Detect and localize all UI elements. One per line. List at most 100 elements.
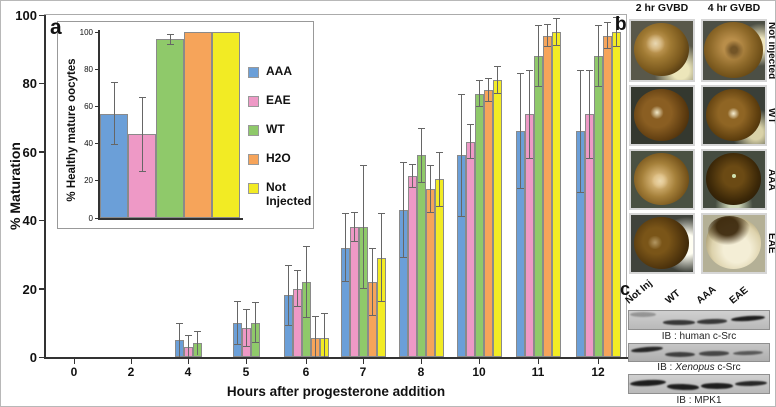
error-bar-cap <box>534 25 542 27</box>
error-bar <box>588 69 590 159</box>
germinal-vesicle-spot <box>649 106 665 119</box>
bar-eae-h10 <box>465 141 475 357</box>
blot-band <box>665 352 695 357</box>
x-tick-label: 11 <box>531 365 545 379</box>
x-tick-label: 5 <box>242 365 250 379</box>
inset-y-tick-label: 100 <box>79 27 93 37</box>
y-axis <box>44 15 46 359</box>
error-bar-cap <box>359 287 367 289</box>
error-bar <box>579 69 581 193</box>
oocyte-photo-not-injected-4hr <box>701 19 767 82</box>
error-bar-cap <box>603 21 611 23</box>
error-bar-cap <box>435 151 443 153</box>
error-bar <box>169 33 171 46</box>
plot-frame-right <box>626 14 627 359</box>
error-bar <box>478 79 480 108</box>
error-bar-cap <box>426 165 434 167</box>
y-tick-label: 100 <box>15 8 37 23</box>
germinal-vesicle-spot <box>644 33 666 53</box>
inset-y-tick <box>95 180 99 182</box>
legend-swatch-eae <box>248 96 259 107</box>
error-bar-cap <box>251 342 259 344</box>
bar-h2o-h10 <box>483 90 493 357</box>
inset-x-axis <box>98 218 243 220</box>
y-tick <box>39 14 44 16</box>
error-bar-cap <box>110 82 118 84</box>
x-tick <box>245 359 247 364</box>
y-tick-label: 40 <box>22 213 37 229</box>
column-header-4hr-gvbd: 4 hr GVBD <box>707 2 761 14</box>
x-tick-label: 4 <box>184 365 192 379</box>
error-bar-cap <box>311 315 319 317</box>
error-bar-cap <box>359 165 367 167</box>
error-bar-cap <box>233 300 241 302</box>
bar-h2o-h8 <box>425 189 435 357</box>
legend-swatch-wt <box>248 125 259 136</box>
error-bar-cap <box>525 157 533 159</box>
error-bar <box>254 302 256 344</box>
error-bar <box>469 124 471 159</box>
blot-mpk1 <box>628 374 770 394</box>
legend-label: H2O <box>266 151 291 165</box>
error-bar-cap <box>110 144 118 146</box>
error-bar-cap <box>594 85 602 87</box>
bar-not-injected-h10 <box>492 79 502 357</box>
error-bar-cap <box>484 101 492 103</box>
bar-wt-h12 <box>593 56 603 357</box>
legend-item: WT <box>248 122 318 136</box>
error-bar-cap <box>341 280 349 282</box>
legend-item: H2O <box>248 151 318 165</box>
error-bar <box>353 211 355 243</box>
bar-not-injected-h11 <box>551 32 561 357</box>
oocyte-photo-not-injected-2hr <box>629 19 695 82</box>
blot-human-c-src <box>628 310 770 330</box>
error-bar-cap <box>166 33 174 35</box>
error-bar-cap <box>350 211 358 213</box>
error-bar-cap <box>576 191 584 193</box>
x-tick-label: 8 <box>417 365 425 379</box>
inset-chart: % Healthy mature oocytes 0 20 40 60 80 100 AA… <box>57 21 314 229</box>
error-bar-cap <box>594 25 602 27</box>
error-bar-cap <box>475 106 483 108</box>
inset-y-tick <box>95 105 99 107</box>
blot-caption: IB : Xenopus c-Src <box>628 362 770 373</box>
y-tick <box>39 356 44 358</box>
blot-band <box>732 349 764 356</box>
error-bar <box>537 25 539 87</box>
error-bar-cap <box>417 127 425 129</box>
y-tick-label: 20 <box>22 281 37 297</box>
error-bar-cap <box>408 186 416 188</box>
error-bar <box>178 322 180 357</box>
error-bar <box>362 165 364 289</box>
error-bar-cap <box>302 245 310 247</box>
blot-band <box>663 320 695 325</box>
legend-item: AAA <box>248 64 318 78</box>
error-bar-cap <box>484 78 492 80</box>
blot-band <box>630 345 664 353</box>
error-bar-cap <box>612 16 620 18</box>
error-bar <box>305 245 307 318</box>
inset-y-tick-label: 40 <box>84 139 93 149</box>
germinal-vesicle-spot <box>732 173 737 178</box>
error-bar <box>555 18 557 46</box>
legend-label: WT <box>266 122 285 136</box>
inset-bar-wt <box>156 39 184 218</box>
error-bar-cap <box>320 312 328 314</box>
blot-band <box>734 380 768 387</box>
x-tick <box>478 359 480 364</box>
blot-caption-species: Xenopus <box>675 362 715 373</box>
oocyte-photo-aaa-4hr <box>701 149 767 210</box>
error-bar-cap <box>466 157 474 159</box>
error-bar-cap <box>552 44 560 46</box>
bar-not-injected-h12 <box>611 32 621 357</box>
error-bar-cap <box>552 18 560 20</box>
blot-xenopus-c-src <box>628 343 770 362</box>
error-bar-cap <box>543 23 551 25</box>
row-label-aaa: AAA <box>766 168 776 191</box>
blot-band <box>629 379 667 387</box>
x-tick <box>597 359 599 364</box>
y-tick-label: 80 <box>22 76 37 92</box>
inset-y-tick-label: 20 <box>84 176 93 186</box>
error-bar-cap <box>242 309 250 311</box>
